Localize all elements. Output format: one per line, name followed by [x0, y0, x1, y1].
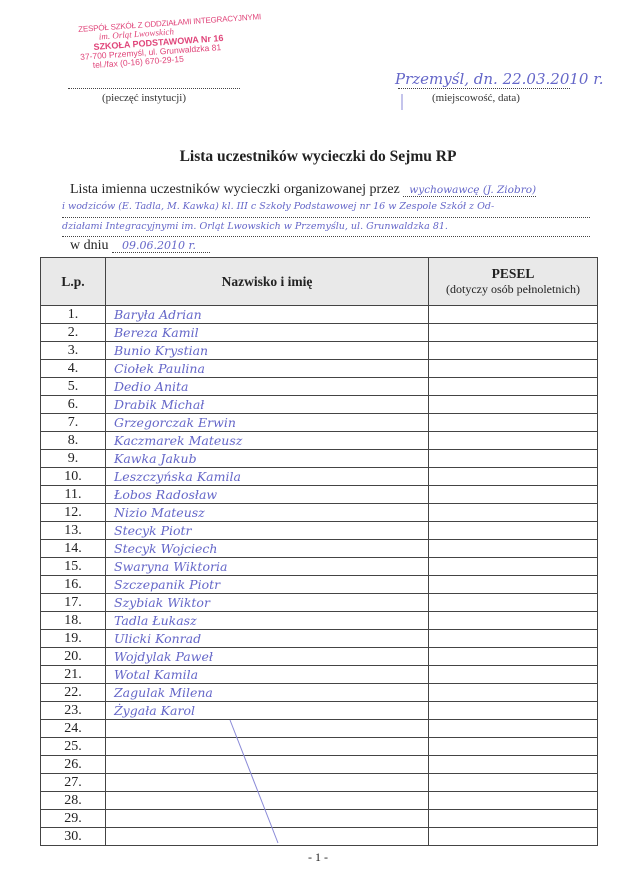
participant-name: Szybiak Wiktor	[105, 593, 429, 612]
participant-name: Szczepanik Piotr	[105, 575, 429, 594]
row-number: 13.	[40, 521, 106, 540]
stamp-dotted-line	[68, 88, 240, 89]
table-row: 7. Grzegorczak Erwin	[40, 413, 598, 432]
table-row: 8. Kaczmarek Mateusz	[40, 431, 598, 450]
document-title: Lista uczestników wycieczki do Sejmu RP	[179, 148, 457, 165]
participant-name: Grzegorczak Erwin	[105, 413, 429, 432]
organizer-text: działami Integracyjnymi im. Orląt Lwowsk…	[62, 218, 590, 237]
page-number: - 1 -	[308, 850, 328, 864]
organizer-text: i wodziców (E. Tadla, M. Kawka) kl. III …	[62, 199, 590, 218]
table-row: 14. Stecyk Wojciech	[40, 539, 598, 558]
place-date: Przemyśl, dn. 22.03.2010 r.	[395, 70, 604, 88]
table-row: 4. Ciołek Paulina	[40, 359, 598, 378]
stamp-caption: (pieczęć instytucji)	[102, 92, 186, 104]
date-label: w dniu	[70, 238, 109, 253]
table-row: 20. Wojdylak Paweł	[40, 647, 598, 666]
table-row: 2. Bereza Kamil	[40, 323, 598, 342]
table-row: 30.	[40, 827, 598, 846]
row-number: 14.	[40, 539, 106, 558]
table-row: 17. Szybiak Wiktor	[40, 593, 598, 612]
participant-name: Wojdylak Paweł	[105, 647, 429, 666]
pesel-cell	[428, 827, 598, 846]
table-row: 23. Żygała Karol	[40, 701, 598, 720]
header-lp: L.p.	[40, 257, 106, 306]
trip-date: 09.06.2010 r.	[112, 239, 211, 253]
row-number: 30.	[40, 827, 106, 846]
table-row: 29.	[40, 809, 598, 828]
table-row: 18. Tadla Łukasz	[40, 611, 598, 630]
organizer-text: wychowawcę (J. Ziobro)	[403, 184, 537, 197]
intro-paragraph: Lista imienna uczestników wycieczki orga…	[62, 181, 590, 255]
table-row: 24.	[40, 719, 598, 738]
place-caption: (miejscowość, data)	[432, 92, 520, 104]
participant-name: Żygała Karol	[105, 701, 429, 720]
place-dotted-line	[398, 88, 570, 89]
table-row: 19. Ulicki Konrad	[40, 629, 598, 648]
pesel-label: PESEL	[491, 266, 535, 281]
pesel-note: (dotyczy osób pełnoletnich)	[446, 282, 580, 296]
intro-label: Lista imienna uczestników wycieczki orga…	[70, 182, 400, 197]
table-row: 22. Zagulak Milena	[40, 683, 598, 702]
header-pesel: PESEL (dotyczy osób pełnoletnich)	[428, 257, 598, 306]
row-number: 21.	[40, 665, 106, 684]
participant-name: Kaczmarek Mateusz	[105, 431, 429, 450]
participants-table: L.p. Nazwisko i imię PESEL (dotyczy osób…	[40, 257, 598, 846]
strike-line	[229, 719, 279, 844]
header-name: Nazwisko i imię	[105, 257, 429, 306]
